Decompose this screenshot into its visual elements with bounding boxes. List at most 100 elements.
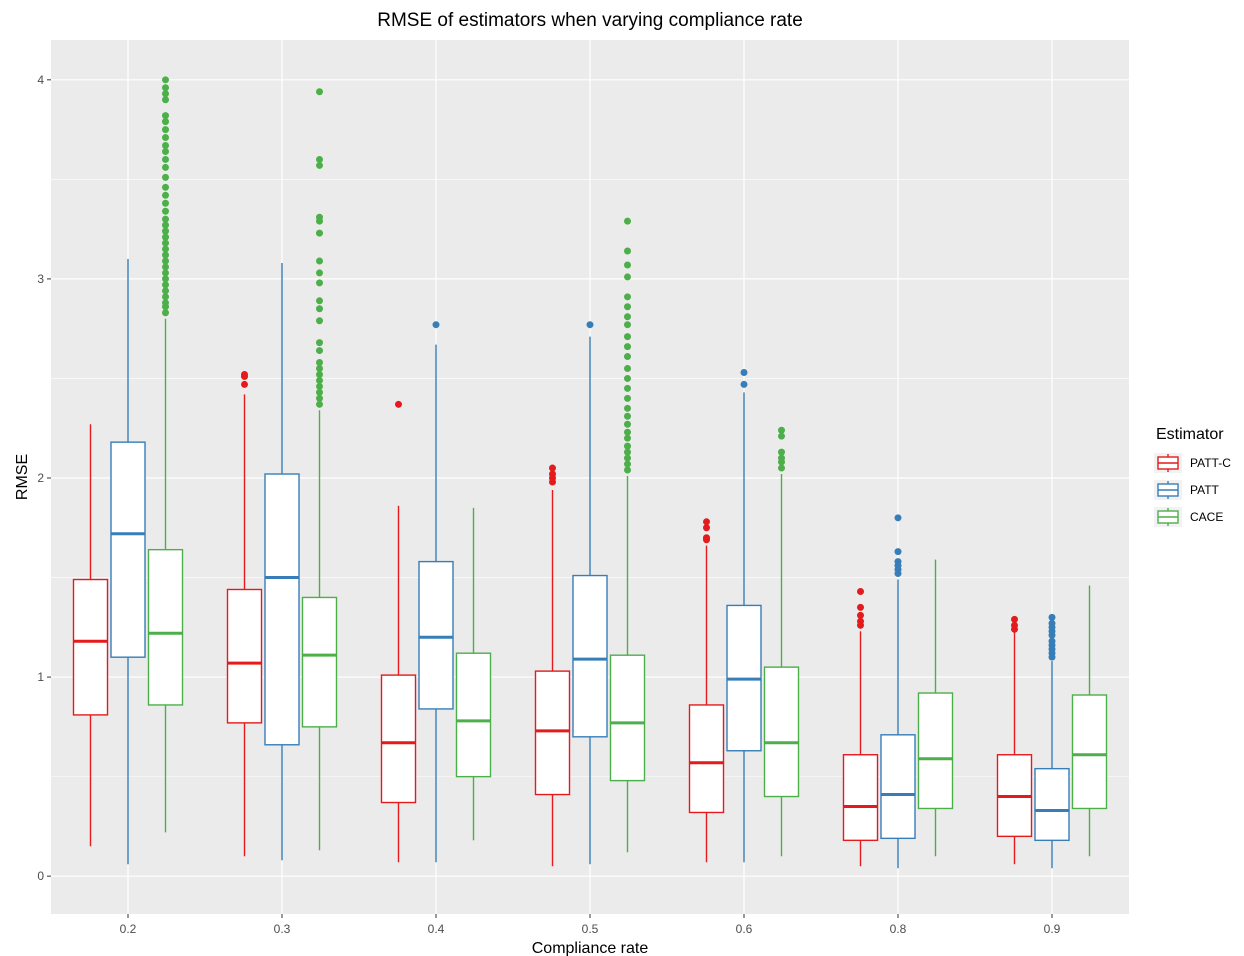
outlier-point: [162, 251, 169, 259]
box-body: [688, 704, 725, 814]
box-body: [418, 560, 454, 710]
box-body: [380, 674, 417, 804]
legend-key-patt-c: [1154, 453, 1182, 473]
outlier-point: [162, 183, 169, 191]
outlier-point: [162, 257, 169, 265]
legend-label: CACE: [1190, 510, 1223, 524]
outlier-point: [703, 534, 710, 542]
box: [455, 507, 492, 841]
outlier-point: [624, 374, 631, 382]
outlier-point: [316, 88, 323, 96]
outlier-point: [316, 317, 323, 325]
outlier-point: [316, 269, 323, 277]
box: [917, 559, 954, 857]
outlier-point: [1011, 621, 1018, 629]
x-tick-label: 0.8: [890, 922, 907, 936]
outlier-point: [624, 343, 631, 351]
outlier-point: [857, 611, 864, 619]
x-tick-label: 0.6: [736, 922, 753, 936]
box-series: [72, 76, 1108, 869]
y-tick-label: 4: [37, 73, 44, 87]
outlier-point: [316, 370, 323, 378]
x-tick-label: 0.3: [274, 922, 291, 936]
outlier-point: [316, 229, 323, 237]
outlier-point: [857, 603, 864, 611]
outlier-point: [624, 384, 631, 392]
outlier-point: [162, 207, 169, 215]
outlier-point: [162, 76, 169, 84]
legend: Estimator PATT-C PATT CACE: [1154, 426, 1231, 527]
outlier-point: [740, 368, 748, 376]
box: [380, 400, 417, 863]
outlier-point: [624, 454, 631, 462]
outlier-point: [1048, 637, 1056, 645]
outlier-point: [162, 269, 169, 277]
outlier-point: [703, 518, 710, 526]
outlier-point: [162, 84, 169, 92]
outlier-point: [162, 134, 169, 142]
x-tick-label: 0.5: [582, 922, 599, 936]
outlier-point: [162, 118, 169, 126]
outlier-point: [162, 147, 169, 155]
box-body: [226, 588, 263, 724]
outlier-point: [549, 470, 556, 478]
box-body: [455, 652, 492, 778]
outlier-point: [624, 273, 631, 281]
legend-key-cace: [1154, 507, 1182, 527]
box: [418, 321, 454, 863]
outlier-point: [624, 313, 631, 321]
outlier-point: [162, 215, 169, 223]
series-patt-c: [72, 370, 1033, 867]
box-body: [880, 734, 916, 840]
outlier-point: [624, 247, 631, 255]
outlier-point: [624, 442, 631, 450]
box-body: [609, 654, 646, 782]
box-body: [1034, 767, 1070, 842]
outlier-point: [894, 548, 902, 556]
outlier-point: [162, 191, 169, 199]
outlier-point: [241, 380, 248, 388]
outlier-point: [624, 321, 631, 329]
outlier-point: [316, 297, 323, 305]
outlier-point: [586, 321, 594, 329]
outlier-point: [316, 388, 323, 396]
x-tick-label: 0.2: [120, 922, 137, 936]
outlier-point: [162, 309, 169, 317]
outlier-point: [162, 281, 169, 289]
box-body: [842, 754, 879, 842]
outlier-point: [162, 155, 169, 163]
outlier-point: [316, 347, 323, 355]
outlier-point: [432, 321, 440, 329]
outlier-point: [624, 412, 631, 420]
outlier-point: [624, 466, 631, 474]
box: [72, 424, 109, 847]
outlier-point: [316, 213, 323, 221]
legend-key-patt: [1154, 480, 1182, 500]
box: [147, 76, 184, 833]
box-body: [301, 596, 338, 728]
outlier-point: [316, 359, 323, 367]
outlier-point: [241, 370, 248, 378]
box: [1034, 613, 1070, 869]
outlier-point: [316, 305, 323, 313]
outlier-point: [624, 303, 631, 311]
box: [1071, 585, 1108, 857]
outlier-point: [162, 173, 169, 181]
box-body: [147, 548, 184, 706]
outlier-point: [624, 333, 631, 341]
outlier-point: [316, 257, 323, 265]
outlier-point: [778, 432, 785, 440]
box-body: [763, 666, 800, 798]
box: [996, 615, 1033, 865]
outlier-point: [624, 261, 631, 269]
outlier-point: [624, 394, 631, 402]
box: [226, 370, 263, 857]
box: [609, 217, 646, 853]
series-cace: [147, 76, 1108, 857]
outlier-point: [316, 279, 323, 287]
box-body: [917, 692, 954, 810]
y-tick-label: 1: [37, 670, 44, 684]
axis-ticks: 0 1 2 3 4 0.2 0.3 0.4 0.5 0.6 0.8 0.9: [37, 73, 1060, 936]
box: [110, 258, 146, 865]
outlier-point: [162, 275, 169, 283]
